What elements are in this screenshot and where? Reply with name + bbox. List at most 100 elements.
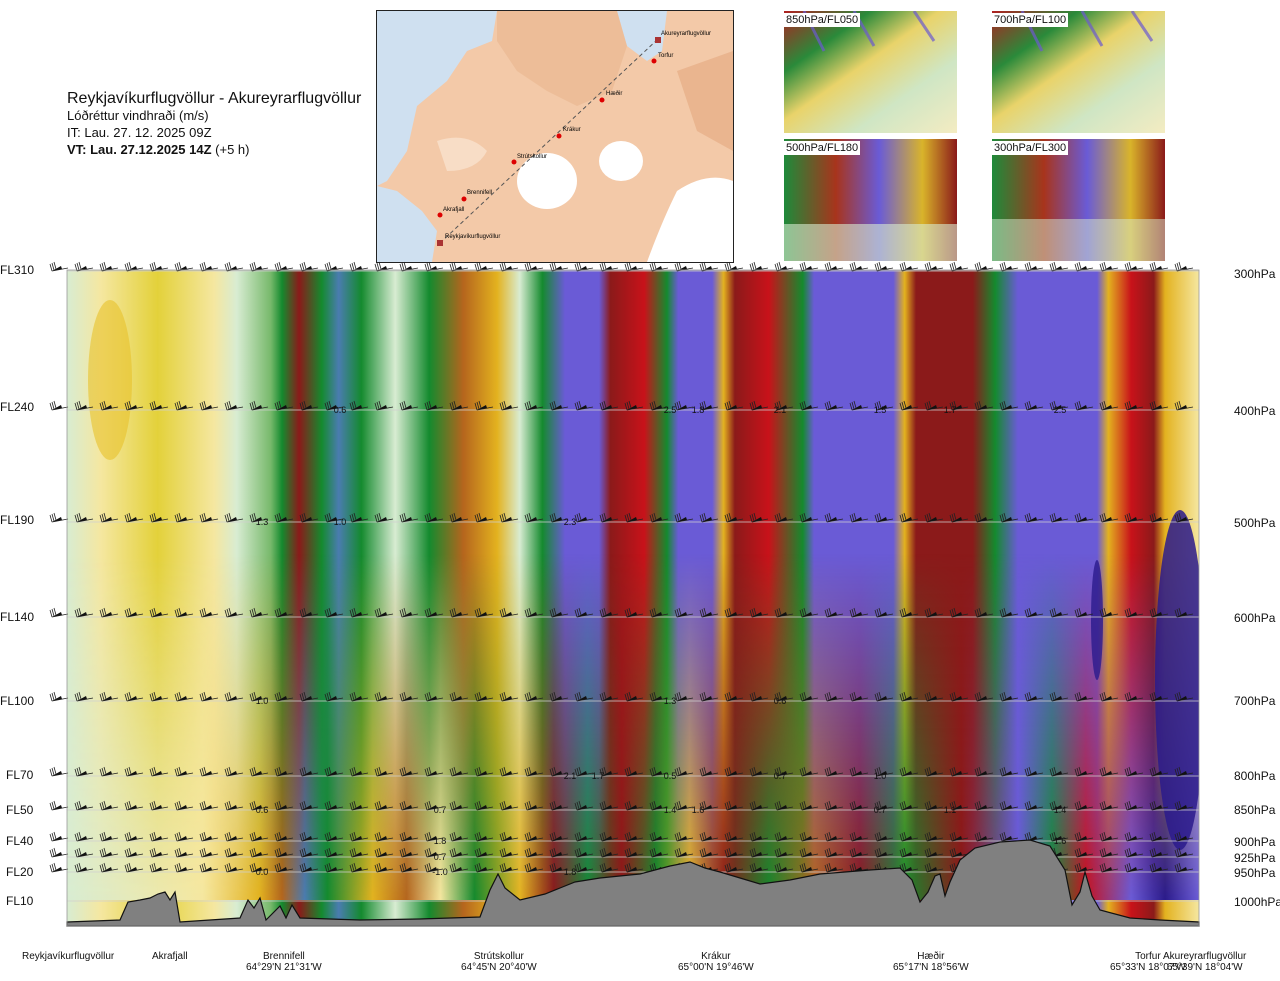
- wind-barb-flag: [52, 852, 62, 857]
- wind-barb: [924, 400, 944, 411]
- wind-barb: [624, 766, 644, 777]
- wind-barb: [999, 261, 1019, 272]
- wind-barb-flag: [502, 405, 512, 410]
- thumbnail-850[interactable]: 850hPa/FL050: [784, 11, 957, 133]
- wind-barb-flag: [1152, 612, 1162, 617]
- wind-barb: [824, 400, 844, 411]
- wind-barb-flag: [427, 836, 437, 841]
- wind-barb-flag: [827, 771, 837, 776]
- thumbnail-700[interactable]: 700hPa/FL100: [992, 11, 1165, 133]
- wind-barb-flag: [727, 696, 737, 701]
- wind-barb: [949, 766, 969, 777]
- pressure-label: 925hPa: [1234, 851, 1276, 865]
- wind-barb: [474, 800, 494, 811]
- wind-barb: [74, 512, 94, 523]
- wind-barb: [199, 607, 219, 618]
- wind-barb: [549, 766, 569, 777]
- wind-barb: [874, 800, 894, 811]
- wind-barb: [724, 831, 744, 842]
- wind-barb: [849, 400, 869, 411]
- wind-barb-flag: [827, 805, 837, 810]
- wind-barb-flag: [852, 852, 862, 857]
- wind-barb-flag: [527, 836, 537, 841]
- wind-barb-flag: [1152, 805, 1162, 810]
- wind-barb-flag: [427, 771, 437, 776]
- wind-barb: [499, 831, 519, 842]
- wind-barb-flag: [902, 696, 912, 701]
- wind-barb-flag: [502, 867, 512, 872]
- wind-barb: [299, 691, 319, 702]
- wind-barb: [199, 512, 219, 523]
- wind-barb: [949, 512, 969, 523]
- contour-value-label: 1.4: [664, 805, 677, 815]
- wind-barb: [149, 400, 169, 411]
- wind-barb: [499, 766, 519, 777]
- wind-barb: [599, 607, 619, 618]
- wind-barb: [974, 607, 994, 618]
- wind-barb: [324, 400, 344, 411]
- wind-barb-flag: [977, 771, 987, 776]
- wind-barb: [399, 847, 419, 858]
- wind-barb: [899, 691, 919, 702]
- wind-barb-flag: [1002, 517, 1012, 522]
- wind-barb-flag: [752, 696, 762, 701]
- wind-barb-flag: [102, 836, 112, 841]
- wind-barb: [1074, 512, 1094, 523]
- thumbnail-image: [784, 139, 957, 261]
- fl-label: FL70: [6, 768, 34, 782]
- wind-barb-flag: [677, 836, 687, 841]
- wind-barb-flag: [252, 867, 262, 872]
- wind-barb-flag: [252, 771, 262, 776]
- pressure-label: 300hPa: [1234, 267, 1276, 281]
- wind-barb-flag: [1002, 696, 1012, 701]
- waypoint-marker: [556, 133, 562, 139]
- wind-barb-flag: [1177, 805, 1187, 810]
- wind-barb-flag: [627, 852, 637, 857]
- wind-barb-flag: [527, 867, 537, 872]
- thumbnail-image: [992, 11, 1165, 133]
- contour-value-label: 0.7: [774, 771, 787, 781]
- wind-barb: [599, 847, 619, 858]
- wind-barb: [324, 847, 344, 858]
- wind-barb: [949, 261, 969, 272]
- wind-barb-flag: [952, 852, 962, 857]
- wind-barb: [749, 691, 769, 702]
- wind-barb: [749, 607, 769, 618]
- wind-barb-flag: [1002, 805, 1012, 810]
- thumbnail-300[interactable]: 300hPa/FL300: [992, 139, 1165, 261]
- map-label: Hæðir: [606, 90, 622, 97]
- wind-barb-flag: [702, 805, 712, 810]
- wind-barb: [1124, 831, 1144, 842]
- wind-barb: [249, 261, 269, 272]
- wind-barb-flag: [877, 405, 887, 410]
- wind-barb-flag: [452, 771, 462, 776]
- wind-barb-flag: [677, 805, 687, 810]
- wind-barb-flag: [1002, 771, 1012, 776]
- wind-barb: [799, 831, 819, 842]
- wind-barb: [899, 847, 919, 858]
- wind-barb-flag: [252, 612, 262, 617]
- wind-barb: [249, 800, 269, 811]
- wind-barb: [1149, 831, 1169, 842]
- wind-barb: [849, 512, 869, 523]
- wind-barb-flag: [1152, 852, 1162, 857]
- wind-barb-flag: [102, 612, 112, 617]
- wind-barb: [699, 766, 719, 777]
- route-map[interactable]: Akureyrarflugvöllur Torfur Hæðir Krákur …: [376, 10, 734, 263]
- wind-barb-flag: [577, 517, 587, 522]
- wind-barb-flag: [777, 867, 787, 872]
- wind-barb: [249, 691, 269, 702]
- thumbnail-500[interactable]: 500hPa/FL180: [784, 139, 957, 261]
- wind-barb-flag: [727, 771, 737, 776]
- wind-barb-flag: [77, 612, 87, 617]
- wind-barb: [524, 800, 544, 811]
- wind-barb: [549, 512, 569, 523]
- waypoint-label: Akureyrarflugvöllur 65°39'N 18°04'W: [1163, 951, 1247, 973]
- wind-barb-flag: [327, 517, 337, 522]
- wind-barb-flag: [777, 517, 787, 522]
- wind-barb-flag: [877, 771, 887, 776]
- wind-barb: [199, 261, 219, 272]
- wind-barb: [1174, 831, 1194, 842]
- wind-barb-flag: [977, 836, 987, 841]
- wind-barb: [649, 800, 669, 811]
